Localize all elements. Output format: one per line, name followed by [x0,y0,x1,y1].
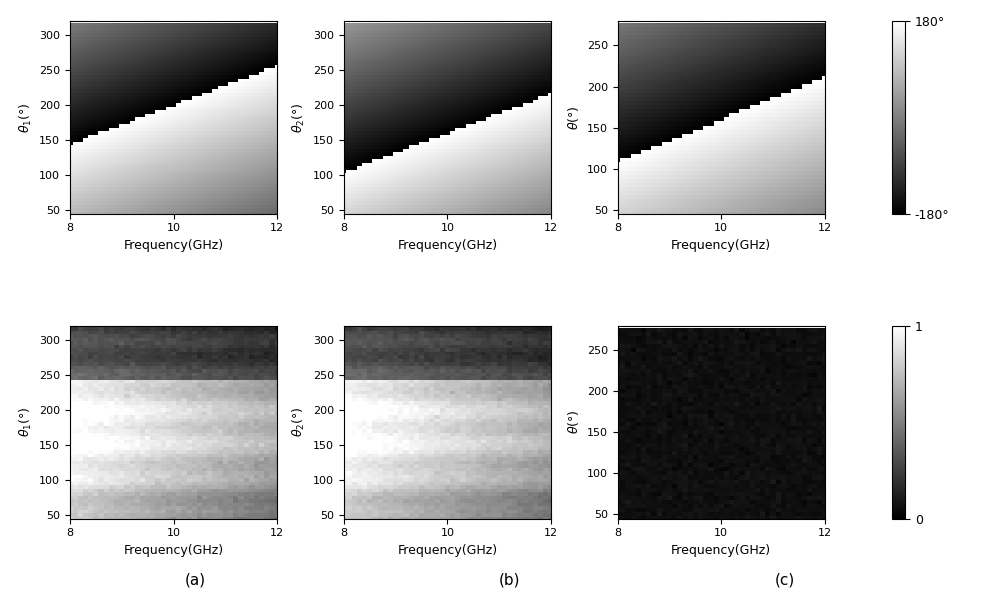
Text: (c): (c) [775,572,795,587]
X-axis label: Frequency(GHz): Frequency(GHz) [124,544,224,557]
Text: (b): (b) [499,572,521,587]
Y-axis label: $\theta$(°): $\theta$(°) [566,410,581,434]
X-axis label: Frequency(GHz): Frequency(GHz) [397,239,497,252]
Y-axis label: $\theta_1$(°): $\theta_1$(°) [17,102,34,132]
Y-axis label: $\theta$(°): $\theta$(°) [566,105,581,129]
Text: (a): (a) [184,572,206,587]
X-axis label: Frequency(GHz): Frequency(GHz) [124,239,224,252]
X-axis label: Frequency(GHz): Frequency(GHz) [671,544,771,557]
Y-axis label: $\theta_2$(°): $\theta_2$(°) [291,407,307,437]
Y-axis label: $\theta_1$(°): $\theta_1$(°) [17,407,34,437]
X-axis label: Frequency(GHz): Frequency(GHz) [397,544,497,557]
X-axis label: Frequency(GHz): Frequency(GHz) [671,239,771,252]
Y-axis label: $\theta_2$(°): $\theta_2$(°) [291,102,307,132]
